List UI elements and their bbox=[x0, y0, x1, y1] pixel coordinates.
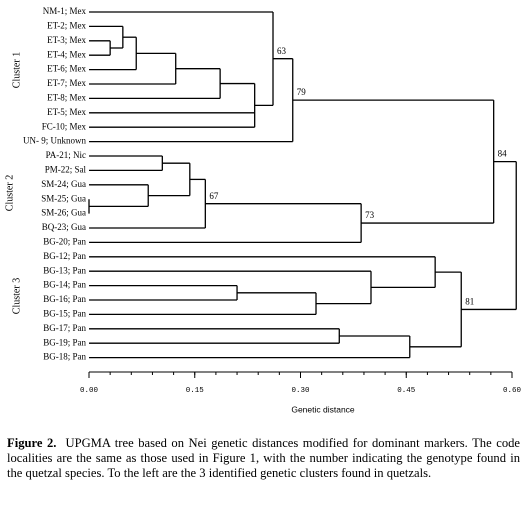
leaf-label: BG-15; Pan bbox=[43, 308, 86, 318]
caption-text: UPGMA tree based on Nei genetic distance… bbox=[7, 436, 520, 480]
leaf-label: BG-18; Pan bbox=[43, 352, 86, 362]
leaf-label: ET-3; Mex bbox=[47, 35, 86, 45]
x-tick-label: 0.30 bbox=[291, 387, 310, 395]
x-tick-label: 0.45 bbox=[397, 387, 416, 395]
leaf-label: BG-12; Pan bbox=[43, 251, 86, 261]
leaf-label: BG-14; Pan bbox=[43, 280, 86, 290]
support-value: 81 bbox=[465, 297, 474, 307]
leaf-label: BG-16; Pan bbox=[43, 294, 86, 304]
leaf-label: ET-6; Mex bbox=[47, 64, 86, 74]
cluster-label: Cluster 1 bbox=[11, 52, 22, 88]
x-tick-label: 0.00 bbox=[80, 387, 99, 395]
support-value: 67 bbox=[209, 191, 219, 201]
leaf-label: BG-19; Pan bbox=[43, 337, 86, 347]
leaf-label: ET-4; Mex bbox=[47, 49, 86, 59]
leaf-label: SM-24; Gua bbox=[41, 179, 86, 189]
leaf-label: ET-8; Mex bbox=[47, 92, 86, 102]
leaf-label: NM-1; Mex bbox=[43, 6, 87, 16]
leaf-label: FC-10; Mex bbox=[42, 121, 87, 131]
support-value: 79 bbox=[297, 87, 307, 97]
leaf-label: SM-26; Gua bbox=[41, 208, 86, 218]
caption: Figure 2. UPGMA tree based on Nei geneti… bbox=[7, 436, 520, 481]
cluster-label: Cluster 2 bbox=[4, 175, 15, 211]
support-value: 63 bbox=[277, 46, 287, 56]
leaf-label: BQ-23; Gua bbox=[42, 222, 86, 232]
leaf-label: SM-25; Gua bbox=[41, 193, 86, 203]
leaf-label: BG-17; Pan bbox=[43, 323, 86, 333]
leaf-label: BG-20; Pan bbox=[43, 236, 86, 246]
leaf-label: ET-2; Mex bbox=[47, 20, 86, 30]
leaf-label: BG-13; Pan bbox=[43, 265, 86, 275]
leaf-label: ET-5; Mex bbox=[47, 107, 86, 117]
support-value: 73 bbox=[365, 210, 375, 220]
leaf-label: UN- 9; Unknown bbox=[23, 136, 86, 146]
caption-label: Figure 2. bbox=[7, 436, 57, 450]
axis-label: Genetic distance bbox=[291, 404, 355, 414]
leaf-label: ET-7; Mex bbox=[47, 78, 86, 88]
support-value: 84 bbox=[498, 149, 508, 159]
x-tick-label: 0.15 bbox=[186, 387, 205, 395]
leaf-label: PA-21; Nic bbox=[46, 150, 86, 160]
cluster-label: Cluster 3 bbox=[11, 278, 22, 314]
leaf-label: PM-22; Sal bbox=[45, 164, 87, 174]
dendrogram: NM-1; Mex ET-2; Mex ET-3; Mex ET-4; Mex ET-6… bbox=[4, 6, 522, 414]
x-tick-label: 0.60 bbox=[503, 387, 522, 395]
